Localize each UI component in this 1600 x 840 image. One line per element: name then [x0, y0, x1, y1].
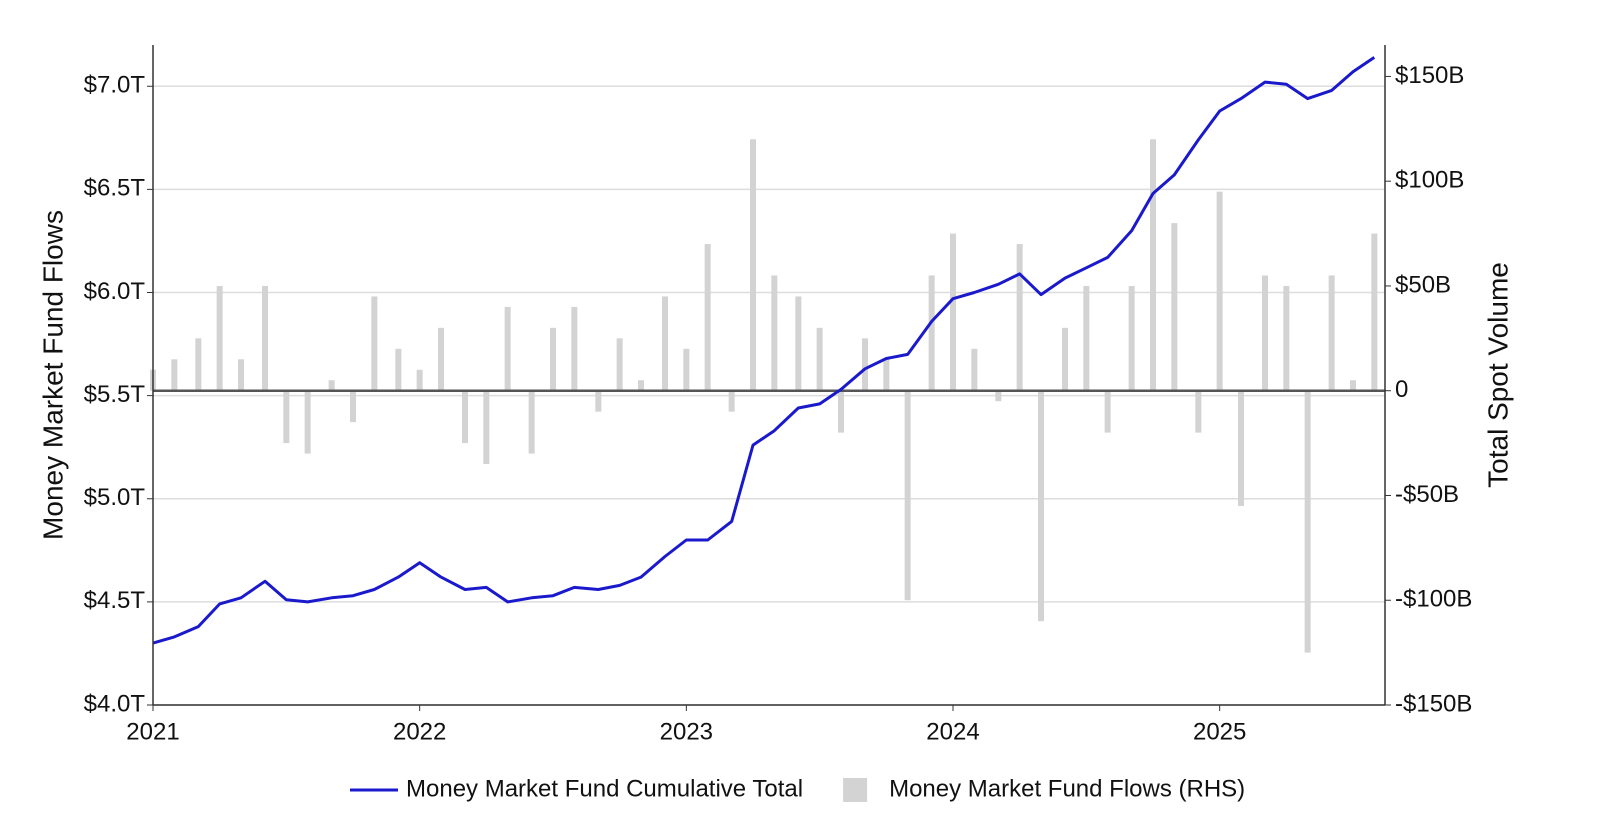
bar [950, 233, 956, 391]
y-tick-label: $4.0T [84, 690, 146, 717]
bar [838, 390, 844, 433]
bar [704, 244, 711, 391]
y2-tick-label: -$150B [1395, 690, 1472, 717]
bar [616, 338, 623, 391]
legend-label: Money Market Fund Flows (RHS) [889, 775, 1245, 802]
bar [904, 390, 911, 601]
bar [928, 275, 935, 391]
x-tick-label: 2025 [1193, 718, 1246, 745]
x-tick-label: 2021 [126, 718, 179, 745]
bar [195, 338, 202, 391]
bar [550, 327, 556, 391]
bar [1195, 390, 1202, 433]
bar [1171, 223, 1178, 391]
y2-tick-label: -$50B [1395, 481, 1459, 508]
y-tick-label: $4.5T [84, 587, 146, 614]
y-tick-label: $5.0T [84, 484, 146, 511]
bar [795, 296, 802, 391]
bar [1350, 380, 1356, 391]
y2-tick-label: $100B [1395, 167, 1464, 194]
y2-tick-label: 0 [1395, 376, 1408, 403]
bar [1328, 275, 1335, 391]
bar [528, 390, 535, 454]
bar [1216, 191, 1223, 391]
bar [238, 359, 244, 391]
bar [683, 348, 690, 391]
bar [1304, 390, 1311, 653]
bar [395, 348, 402, 391]
bar [1062, 327, 1068, 391]
x-tick-label: 2023 [660, 718, 713, 745]
y2-axis-title: Total Spot Volume [1482, 262, 1513, 488]
x-tick-label: 2024 [926, 718, 979, 745]
bar [262, 285, 268, 391]
bar [771, 275, 778, 391]
bar [462, 390, 468, 444]
bar [483, 390, 490, 465]
bar [1083, 285, 1090, 391]
bar [1038, 390, 1044, 622]
bar [283, 390, 290, 444]
legend-swatch [843, 778, 868, 802]
bar [328, 380, 335, 391]
bar [1262, 275, 1268, 391]
bar [1104, 390, 1111, 433]
bar [595, 390, 602, 412]
y2-tick-label: -$100B [1395, 586, 1472, 613]
bar [662, 296, 668, 391]
y-tick-label: $6.5T [84, 175, 146, 202]
y-tick-label: $6.0T [84, 278, 146, 305]
legend-label: Money Market Fund Cumulative Total [406, 775, 803, 802]
line [152, 56, 1376, 645]
bar [571, 306, 578, 391]
bar [1128, 285, 1135, 391]
bar [416, 369, 423, 391]
bar [371, 296, 378, 391]
bar [1371, 233, 1378, 391]
y2-tick-label: $150B [1395, 62, 1464, 89]
bar [883, 359, 890, 391]
bar [728, 390, 735, 412]
bar [971, 348, 978, 391]
bar [304, 390, 311, 454]
y-tick-label: $5.5T [84, 381, 146, 408]
bar [350, 390, 356, 423]
bar [1238, 390, 1244, 506]
bar [816, 327, 823, 391]
bar [1150, 139, 1156, 391]
bar [1283, 285, 1290, 391]
bar [995, 390, 1002, 402]
bar [638, 380, 644, 391]
bar [171, 359, 178, 391]
bar [750, 139, 756, 391]
bar [216, 285, 223, 391]
y-axis-title: Money Market Fund Flows [37, 210, 68, 540]
bar [862, 338, 868, 391]
bar [1016, 244, 1023, 391]
bar [504, 306, 511, 391]
x-tick-label: 2022 [393, 718, 446, 745]
y-tick-label: $7.0T [84, 72, 146, 99]
bar [438, 327, 444, 391]
y2-tick-label: $50B [1395, 271, 1451, 298]
